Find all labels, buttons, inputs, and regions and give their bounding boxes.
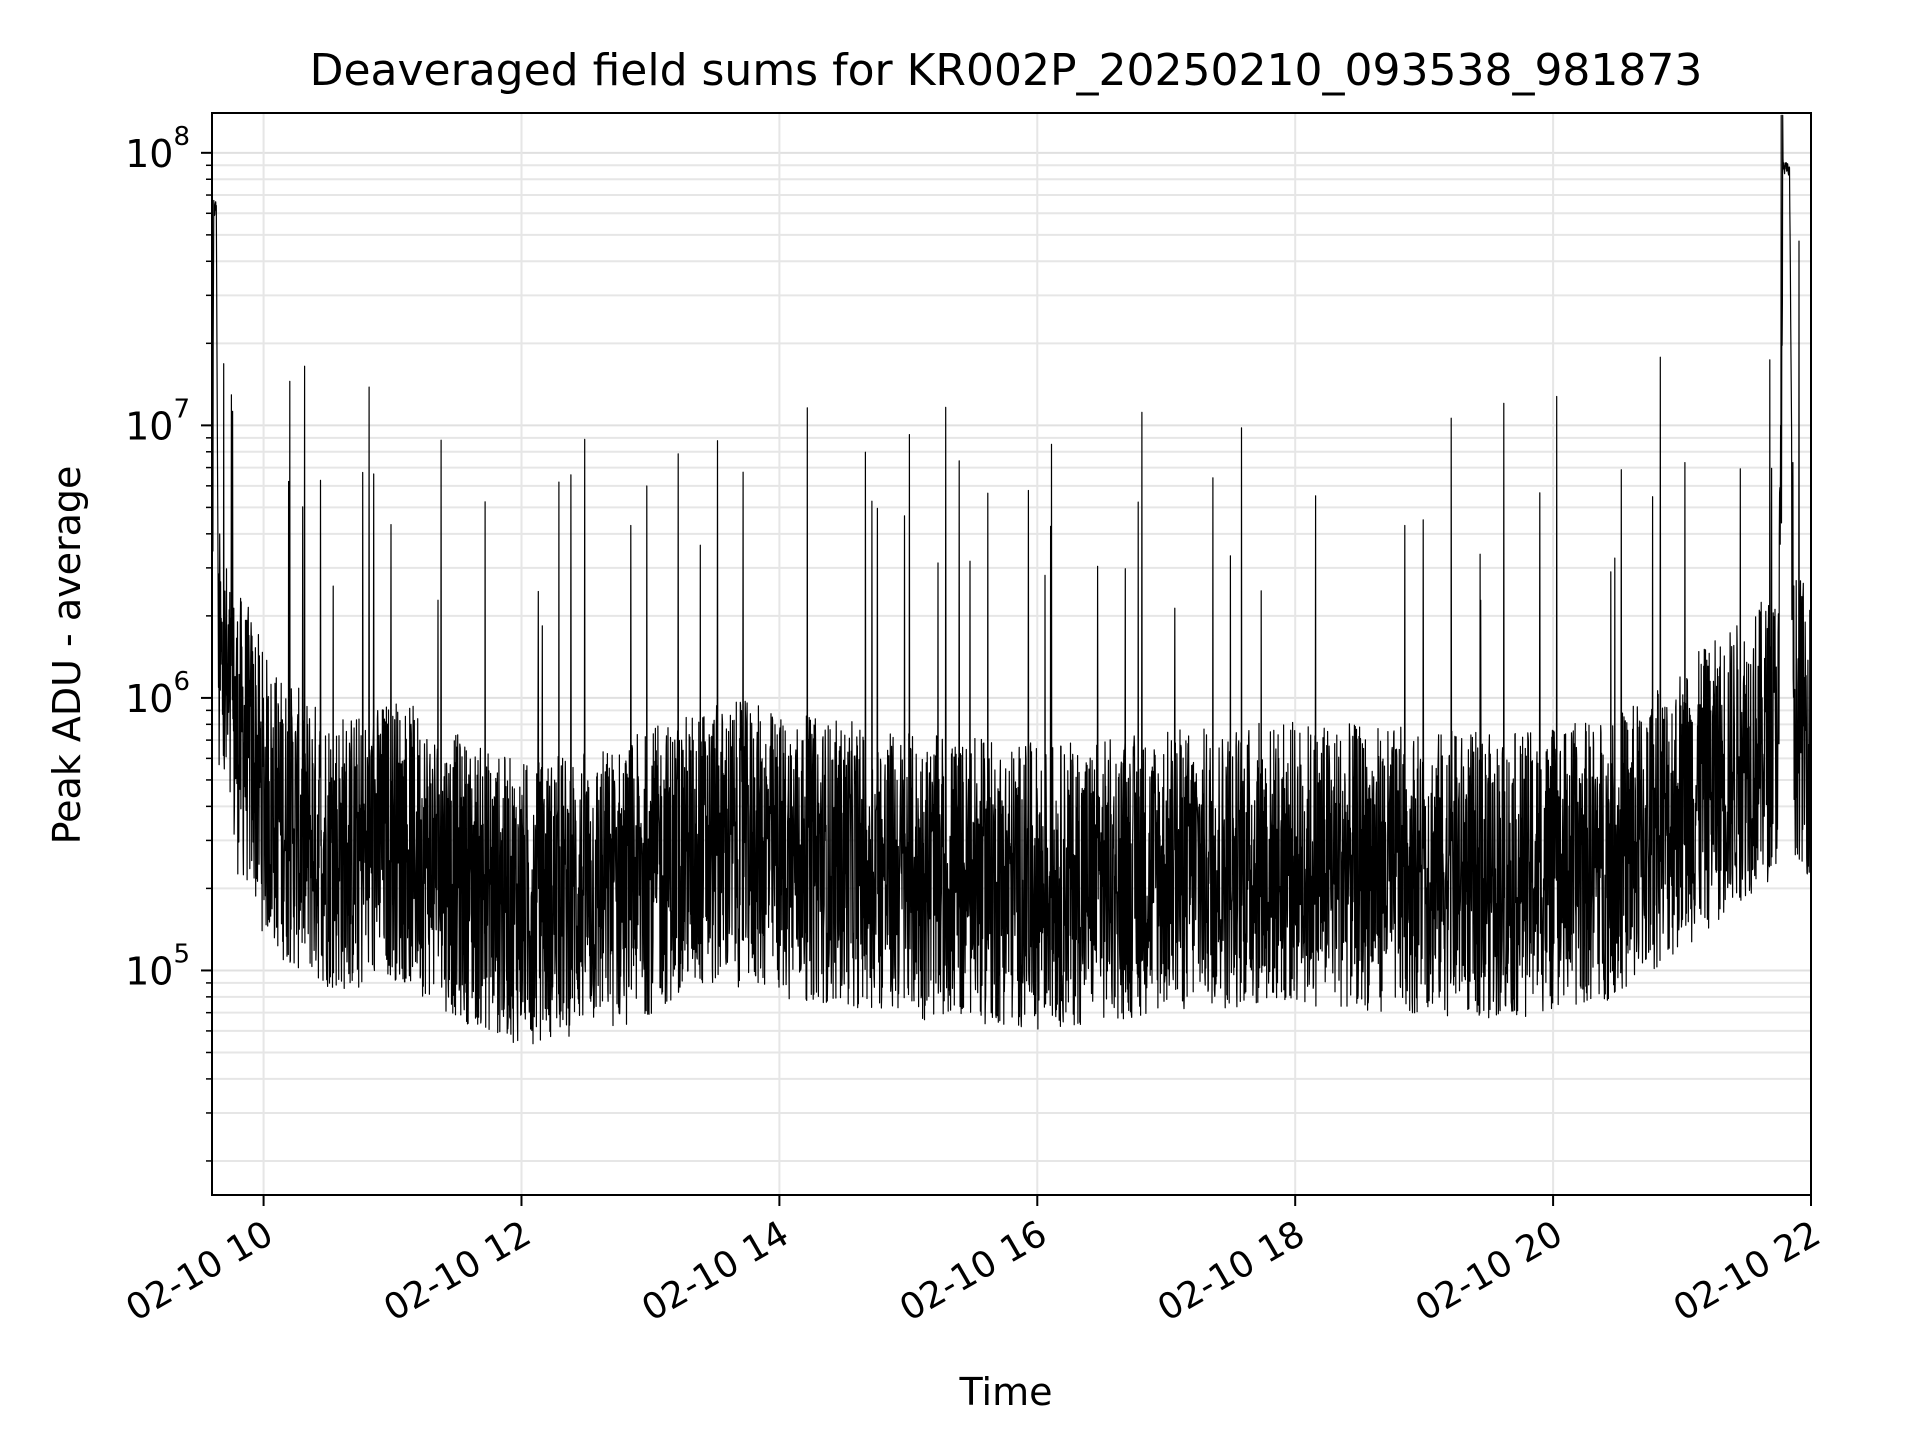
y-tick-exponent: 5 (173, 939, 190, 969)
series-line (211, 114, 1812, 1045)
chart-title: Deaveraged field sums for KR002P_2025021… (310, 45, 1703, 96)
data-area (211, 114, 1812, 1045)
y-tick-exponent: 8 (173, 122, 190, 152)
x-axis-label: Time (959, 1370, 1053, 1414)
y-axis-label: Peak ADU - average (45, 466, 89, 845)
y-tick-exponent: 7 (173, 394, 190, 424)
plot-frame (211, 112, 1812, 1196)
y-tick-exponent: 6 (173, 667, 190, 697)
